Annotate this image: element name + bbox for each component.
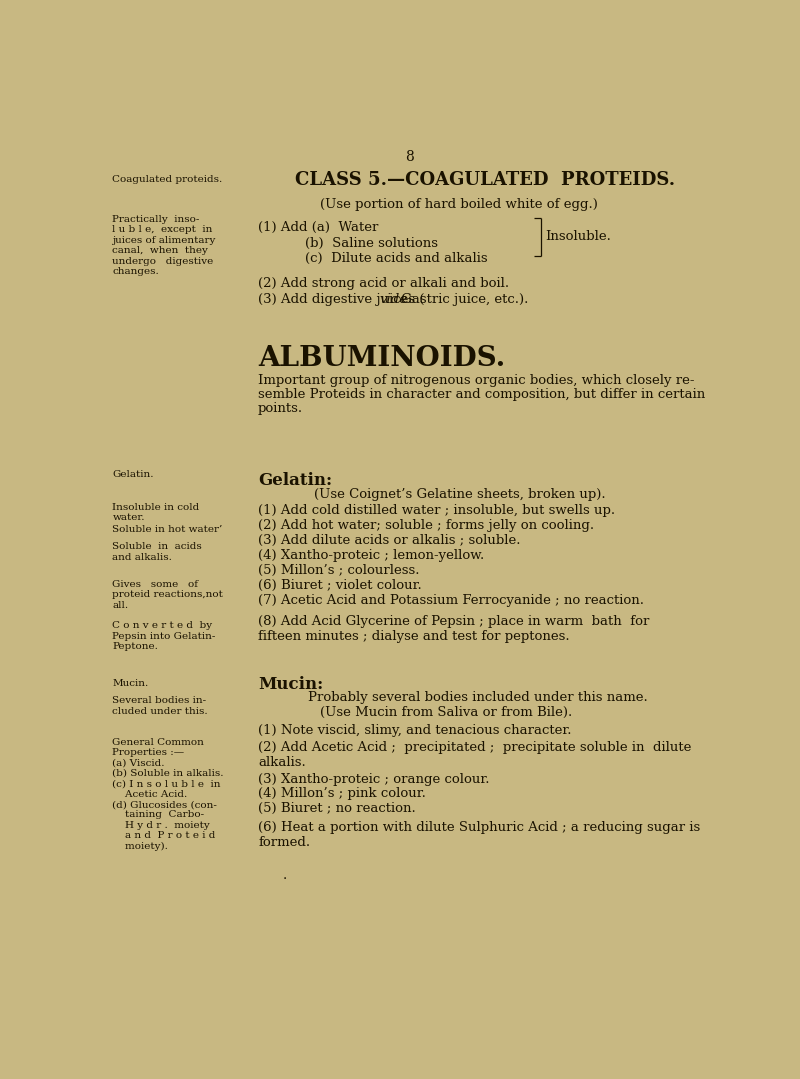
Text: Probably several bodies included under this name.: Probably several bodies included under t… [308,692,647,705]
Text: (2) Add Acetic Acid ;  precipitated ;  precipitate soluble in  dilute: (2) Add Acetic Acid ; precipitated ; pre… [258,741,691,754]
Text: alkalis.: alkalis. [258,756,306,769]
Text: points.: points. [258,402,303,415]
Text: (8) Add Acid Glycerine of Pepsin ; place in warm  bath  for: (8) Add Acid Glycerine of Pepsin ; place… [258,615,650,628]
Text: 8: 8 [406,150,414,164]
Text: (3) Add dilute acids or alkalis ; soluble.: (3) Add dilute acids or alkalis ; solubl… [258,534,521,547]
Text: (2) Add strong acid or alkali and boil.: (2) Add strong acid or alkali and boil. [258,277,510,290]
Text: vide: vide [379,293,407,306]
Text: Important group of nitrogenous organic bodies, which closely re-: Important group of nitrogenous organic b… [258,373,694,386]
Text: (4) Millon’s ; pink colour.: (4) Millon’s ; pink colour. [258,788,426,801]
Text: Mucin.: Mucin. [112,680,149,688]
Text: (3) Xantho-proteic ; orange colour.: (3) Xantho-proteic ; orange colour. [258,773,490,786]
Text: Practically  inso-
l u b l e,  except  in
juices of alimentary
canal,  when  the: Practically inso- l u b l e, except in j… [112,215,216,276]
Text: Soluble in hot water’: Soluble in hot water’ [112,525,222,534]
Text: (5) Millon’s ; colourless.: (5) Millon’s ; colourless. [258,564,420,577]
Text: Gives   some   of
proteid reactions,not
all.: Gives some of proteid reactions,not all. [112,579,223,610]
Text: (1) Note viscid, slimy, and tenacious character.: (1) Note viscid, slimy, and tenacious ch… [258,724,571,737]
Text: Insoluble.: Insoluble. [545,230,611,243]
Text: Gelatin:: Gelatin: [258,472,332,489]
Text: (4) Xantho-proteic ; lemon-yellow.: (4) Xantho-proteic ; lemon-yellow. [258,549,484,562]
Text: (Use Coignet’s Gelatine sheets, broken up).: (Use Coignet’s Gelatine sheets, broken u… [314,489,606,502]
Text: fifteen minutes ; dialyse and test for peptones.: fifteen minutes ; dialyse and test for p… [258,630,570,643]
Text: ALBUMINOIDS.: ALBUMINOIDS. [258,345,506,372]
Text: .: . [283,869,287,882]
Text: (5) Biuret ; no reaction.: (5) Biuret ; no reaction. [258,803,416,816]
Text: (2) Add hot water; soluble ; forms jelly on cooling.: (2) Add hot water; soluble ; forms jelly… [258,519,594,532]
Text: (1) Add (a)  Water: (1) Add (a) Water [258,221,378,234]
Text: (Use Mucin from Saliva or from Bile).: (Use Mucin from Saliva or from Bile). [320,706,572,719]
Text: (1) Add cold distilled water ; insoluble, but swells up.: (1) Add cold distilled water ; insoluble… [258,504,615,517]
Text: (6) Biuret ; violet colour.: (6) Biuret ; violet colour. [258,579,422,592]
Text: Gastric juice, etc.).: Gastric juice, etc.). [397,293,528,306]
Text: semble Proteids in character and composition, but differ in certain: semble Proteids in character and composi… [258,387,706,401]
Text: Coagulated proteids.: Coagulated proteids. [112,175,222,185]
Text: Soluble  in  acids
and alkalis.: Soluble in acids and alkalis. [112,543,202,562]
Text: (6) Heat a portion with dilute Sulphuric Acid ; a reducing sugar is: (6) Heat a portion with dilute Sulphuric… [258,821,700,834]
Text: Several bodies in-
cluded under this.: Several bodies in- cluded under this. [112,696,208,715]
Text: (3) Add digestive juices (: (3) Add digestive juices ( [258,293,425,306]
Text: Insoluble in cold
water.: Insoluble in cold water. [112,503,200,522]
Text: General Common
Properties :—
(a) Viscid.
(b) Soluble in alkalis.
(c) I n s o l u: General Common Properties :— (a) Viscid.… [112,738,224,851]
Text: (b)  Saline solutions: (b) Saline solutions [305,236,438,249]
Text: (c)  Dilute acids and alkalis: (c) Dilute acids and alkalis [305,252,487,265]
Text: formed.: formed. [258,835,310,849]
Text: (Use portion of hard boiled white of egg.): (Use portion of hard boiled white of egg… [320,197,598,210]
Text: C o n v e r t e d  by
Pepsin into Gelatin-
Peptone.: C o n v e r t e d by Pepsin into Gelatin… [112,622,216,651]
Text: Mucin:: Mucin: [258,677,323,693]
Text: (7) Acetic Acid and Potassium Ferrocyanide ; no reaction.: (7) Acetic Acid and Potassium Ferrocyani… [258,593,644,606]
Text: Gelatin.: Gelatin. [112,470,154,479]
Text: CLASS 5.—COAGULATED  PROTEIDS.: CLASS 5.—COAGULATED PROTEIDS. [295,172,675,189]
